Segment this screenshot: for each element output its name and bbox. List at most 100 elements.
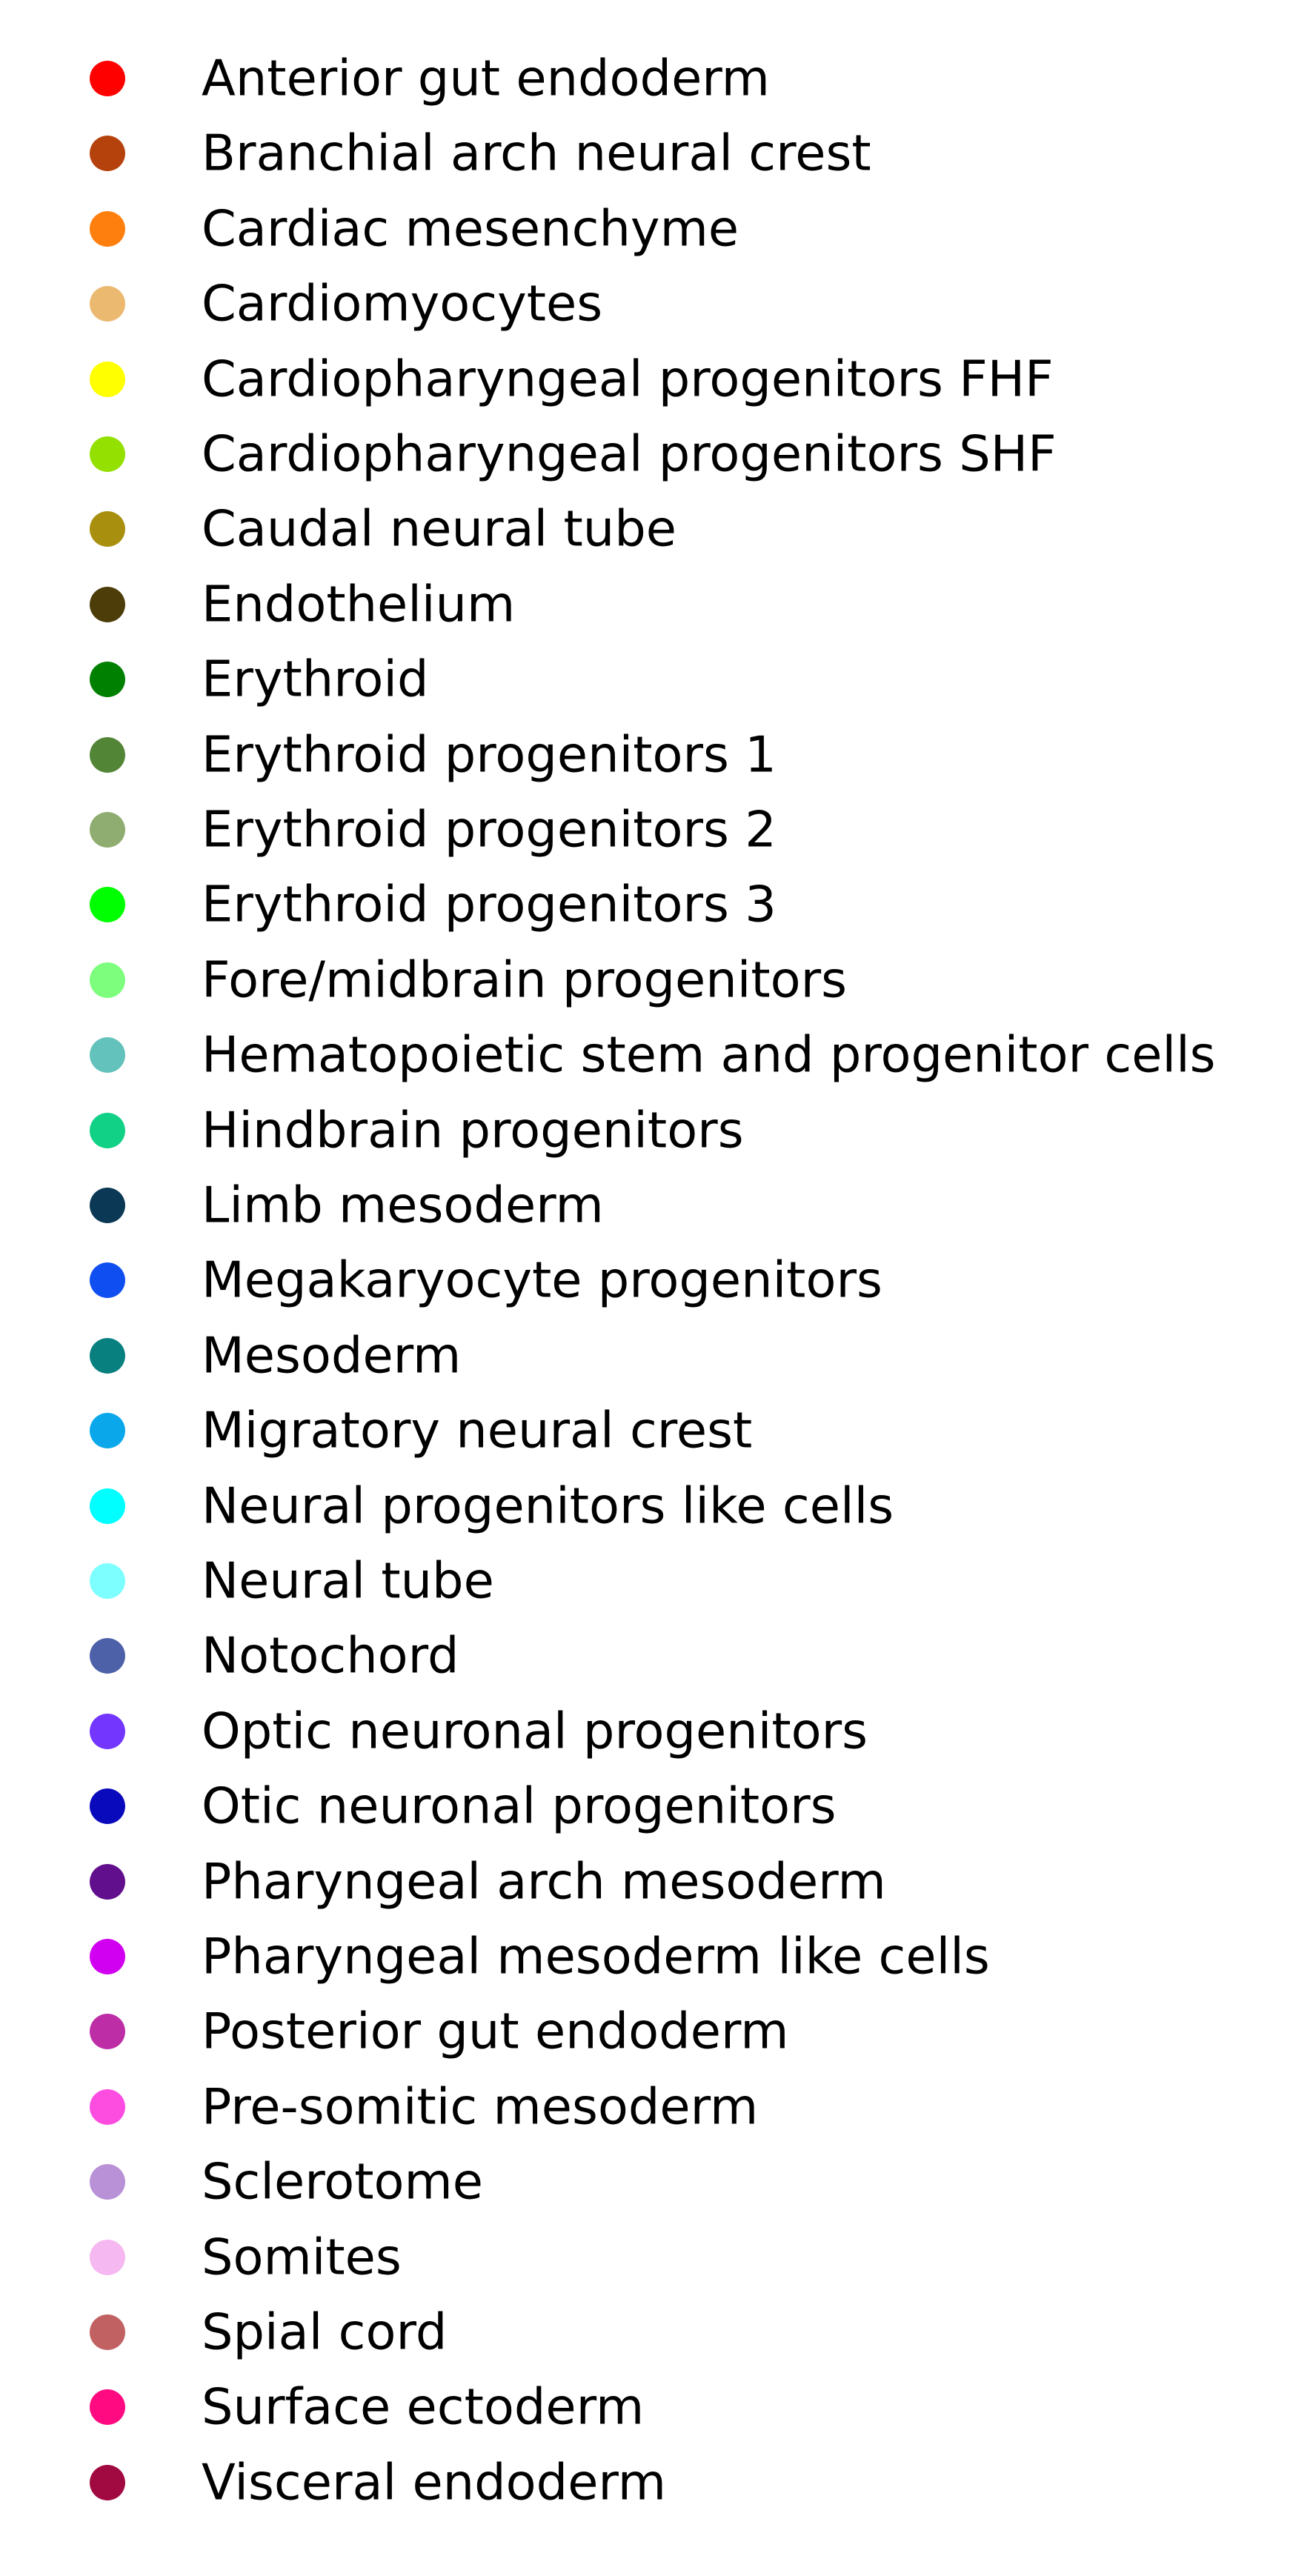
legend-item: Notochord: [0, 1610, 1310, 1685]
legend-item: Endothelium: [0, 559, 1310, 633]
legend-marker: [90, 511, 125, 548]
legend-label: Hematopoietic stem and progenitor cells: [202, 1025, 1216, 1084]
legend-label: Posterior gut endoderm: [202, 2002, 789, 2060]
legend-marker: [90, 61, 125, 96]
legend-label: Cardiopharyngeal progenitors FHF: [202, 350, 1054, 408]
legend-marker: [90, 887, 125, 923]
legend-item: Optic neuronal progenitors: [0, 1685, 1310, 1760]
legend-item: Megakaryocyte progenitors: [0, 1234, 1310, 1309]
legend-label: Hindbrain progenitors: [202, 1101, 744, 1159]
legend-item: Cardiopharyngeal progenitors SHF: [0, 408, 1310, 483]
legend-marker: [90, 361, 125, 397]
legend-marker: [90, 1863, 125, 1900]
legend-item: Hindbrain progenitors: [0, 1085, 1310, 1159]
legend-item: Hematopoietic stem and progenitor cells: [0, 1009, 1310, 1084]
legend-marker: [90, 2164, 125, 2200]
legend-label: Erythroid progenitors 3: [202, 875, 777, 933]
legend-item: Erythroid progenitors 2: [0, 784, 1310, 859]
legend-item: Neural progenitors like cells: [0, 1460, 1310, 1535]
legend-item: Posterior gut endoderm: [0, 1986, 1310, 2060]
legend-marker: [90, 812, 125, 848]
legend-marker: [90, 1413, 125, 1449]
legend-marker: [90, 1788, 125, 1825]
legend-marker: [90, 586, 125, 622]
legend-marker: [90, 1337, 125, 1374]
legend-label: Limb mesoderm: [202, 1176, 604, 1234]
legend-marker: [90, 736, 125, 773]
legend-item: Surface ectoderm: [0, 2361, 1310, 2436]
legend-item: Caudal neural tube: [0, 483, 1310, 558]
legend-item: Pharyngeal arch mesoderm: [0, 1836, 1310, 1911]
legend-label: Anterior gut endoderm: [202, 49, 770, 107]
legend-marker: [90, 286, 125, 322]
legend-item: Anterior gut endoderm: [0, 33, 1310, 107]
legend-marker: [90, 662, 125, 698]
legend-marker: [90, 2314, 125, 2350]
legend-label: Caudal neural tube: [202, 499, 676, 558]
legend-item: Erythroid progenitors 3: [0, 859, 1310, 933]
legend-item: Branchial arch neural crest: [0, 107, 1310, 182]
legend-label: Branchial arch neural crest: [202, 124, 871, 182]
legend-label: Visceral endoderm: [202, 2453, 667, 2512]
legend-item: Cardiomyocytes: [0, 258, 1310, 333]
legend-marker: [90, 2464, 125, 2500]
legend-label: Optic neuronal progenitors: [202, 1702, 868, 1760]
legend-label: Cardiomyocytes: [202, 274, 603, 333]
legend-label: Spial cord: [202, 2303, 448, 2361]
legend-label: Neural progenitors like cells: [202, 1477, 894, 1535]
legend-item: Erythroid: [0, 633, 1310, 708]
legend-label: Megakaryocyte progenitors: [202, 1251, 882, 1309]
legend-marker: [90, 2089, 125, 2125]
legend-marker: [90, 2014, 125, 2050]
legend-marker: [90, 962, 125, 998]
legend-item: Neural tube: [0, 1535, 1310, 1610]
legend-label: Erythroid progenitors 2: [202, 800, 777, 859]
legend-label: Migratory neural crest: [202, 1401, 753, 1460]
legend-label: Mesoderm: [202, 1326, 462, 1385]
legend-item: Fore/midbrain progenitors: [0, 934, 1310, 1009]
legend-marker: [90, 1112, 125, 1148]
legend-label: Neural tube: [202, 1551, 494, 1610]
legend-label: Pharyngeal arch mesoderm: [202, 1852, 886, 1911]
legend-label: Erythroid progenitors 1: [202, 725, 777, 784]
legend-label: Otic neuronal progenitors: [202, 1777, 837, 1835]
legend-label: Notochord: [202, 1626, 459, 1685]
legend-marker: [90, 2239, 125, 2275]
legend-item: Mesoderm: [0, 1310, 1310, 1385]
legend-item: Visceral endoderm: [0, 2437, 1310, 2512]
legend-marker: [90, 1037, 125, 1074]
legend-label: Cardiopharyngeal progenitors SHF: [202, 425, 1057, 483]
legend-label: Somites: [202, 2228, 402, 2286]
legend-label: Fore/midbrain progenitors: [202, 951, 848, 1009]
legend-label: Erythroid: [202, 650, 429, 708]
legend-item: Limb mesoderm: [0, 1159, 1310, 1234]
legend-marker: [90, 436, 125, 472]
legend-marker: [90, 1262, 125, 1299]
legend-marker: [90, 1488, 125, 1524]
legend-marker: [90, 136, 125, 172]
legend-item: Sclerotome: [0, 2136, 1310, 2211]
legend-marker: [90, 210, 125, 247]
legend-marker: [90, 1638, 125, 1674]
legend-label: Pre-somitic mesoderm: [202, 2077, 759, 2136]
legend-item: Erythroid progenitors 1: [0, 709, 1310, 784]
legend-marker: [90, 1188, 125, 1223]
legend-item: Pre-somitic mesoderm: [0, 2061, 1310, 2136]
legend-item: Migratory neural crest: [0, 1385, 1310, 1460]
legend-item: Spial cord: [0, 2286, 1310, 2361]
legend-item: Cardiac mesenchyme: [0, 183, 1310, 258]
legend-marker: [90, 1563, 125, 1599]
legend-marker: [90, 1713, 125, 1749]
legend-label: Sclerotome: [202, 2152, 484, 2211]
legend-item: Cardiopharyngeal progenitors FHF: [0, 333, 1310, 408]
legend-item: Somites: [0, 2211, 1310, 2286]
legend-item: Pharyngeal mesoderm like cells: [0, 1911, 1310, 1986]
legend-item: Otic neuronal progenitors: [0, 1760, 1310, 1835]
legend-marker: [90, 1939, 125, 1974]
legend-marker: [90, 2389, 125, 2426]
legend-label: Surface ectoderm: [202, 2377, 645, 2436]
legend-label: Cardiac mesenchyme: [202, 199, 739, 258]
legend-label: Endothelium: [202, 575, 516, 633]
legend-label: Pharyngeal mesoderm like cells: [202, 1927, 990, 1986]
